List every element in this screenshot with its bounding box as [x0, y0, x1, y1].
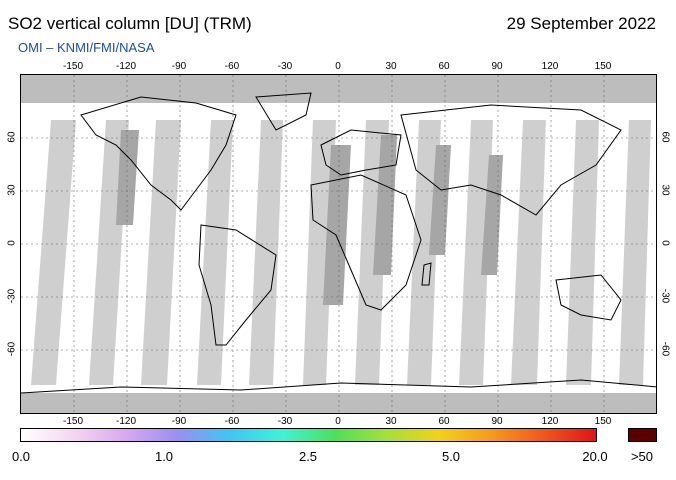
graticule: [21, 75, 656, 413]
longitude-tick-bottom: 150: [594, 416, 612, 427]
colorbar-label-0: 0.0: [11, 449, 31, 464]
latitude-tick-right: 60: [659, 131, 671, 143]
longitude-tick-bottom: -90: [171, 416, 187, 427]
longitude-tick-bottom: 90: [491, 416, 503, 427]
latitude-tick-left: 0: [6, 240, 18, 246]
colorbar-label-1: 1.0: [154, 449, 174, 464]
longitude-tick-top: 60: [438, 61, 450, 72]
longitude-tick-bottom: -120: [115, 416, 137, 427]
longitude-tick-bottom: 0: [335, 416, 341, 427]
longitude-tick-top: -30: [277, 61, 293, 72]
longitude-tick-top: 120: [541, 61, 559, 72]
colorbar-overflow-label: >50: [630, 449, 654, 464]
longitude-tick-top: 150: [594, 61, 612, 72]
longitude-tick-top: 90: [491, 61, 503, 72]
europe: [320, 129, 402, 176]
longitude-tick-top: -90: [171, 61, 187, 72]
australia: [555, 274, 622, 321]
africa: [310, 174, 422, 311]
latitude-tick-left: 30: [6, 184, 18, 196]
longitude-tick-top: 30: [385, 61, 397, 72]
chart-title: SO2 vertical column [DU] (TRM): [8, 14, 252, 33]
longitude-tick-top: -150: [62, 61, 84, 72]
so2-world-map: [20, 74, 657, 414]
colorbar-label-3: 5.0: [441, 449, 461, 464]
overlap-bands: [116, 130, 503, 305]
colorbar-label-2: 2.5: [298, 449, 318, 464]
longitude-tick-bottom: 60: [438, 416, 450, 427]
longitude-tick-bottom: 30: [385, 416, 397, 427]
longitude-tick-top: -120: [115, 61, 137, 72]
longitude-tick-bottom: -150: [62, 416, 84, 427]
antarctic-region: [21, 393, 656, 413]
latitude-tick-left: -30: [6, 288, 18, 304]
asia: [400, 104, 622, 216]
colorbar-label-4: 20.0: [582, 449, 608, 464]
latitude-tick-right: 0: [659, 240, 671, 246]
north-america: [80, 96, 237, 211]
greenland: [255, 92, 312, 131]
south-america: [198, 224, 277, 346]
latitude-tick-right: 30: [659, 184, 671, 196]
latitude-tick-left: -60: [6, 341, 18, 357]
madagascar: [421, 262, 432, 286]
longitude-tick-top: -60: [224, 61, 240, 72]
credit-label: OMI – KNMI/FMI/NASA: [18, 40, 155, 55]
longitude-tick-bottom: -30: [277, 416, 293, 427]
latitude-tick-left: 60: [6, 131, 18, 143]
longitude-tick-bottom: 120: [541, 416, 559, 427]
latitude-tick-right: -60: [659, 341, 671, 357]
longitude-tick-bottom: -60: [224, 416, 240, 427]
arctic-region: [21, 75, 656, 103]
longitude-tick-top: 0: [335, 61, 341, 72]
coastlines: [21, 92, 656, 394]
antarctica: [21, 379, 656, 394]
colorbar-overflow-swatch: [628, 428, 657, 442]
colorbar-gradient: [20, 428, 597, 442]
date-label: 29 September 2022: [506, 14, 656, 33]
latitude-tick-right: -30: [659, 288, 671, 304]
